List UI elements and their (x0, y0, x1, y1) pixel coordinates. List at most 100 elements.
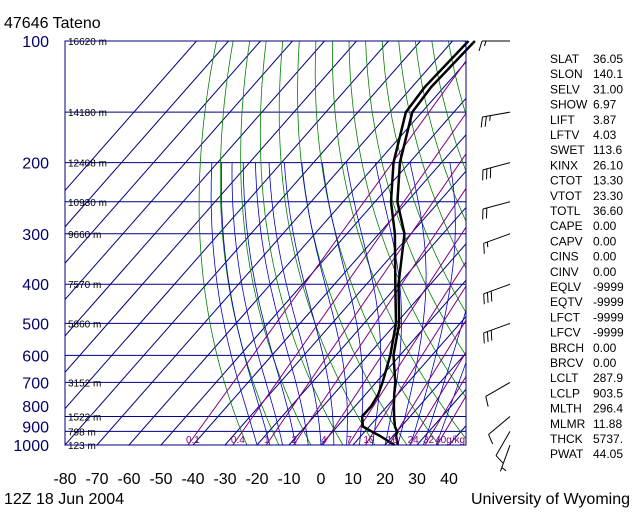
mixing-ratio-label: 1 (264, 435, 270, 446)
pressure-tick-label: 1000 (13, 438, 49, 455)
height-label: 3152 m (68, 378, 101, 389)
index-value: -9999 (593, 280, 624, 294)
moist-adiabat (255, 162, 309, 445)
moist-adiabat (301, 162, 348, 445)
index-value: 36.05 (593, 52, 623, 66)
temperature-tick-label: 10 (344, 471, 362, 488)
isotherm-line (65, 41, 293, 301)
index-value: 296.4 (593, 402, 623, 416)
wind-barb-staff (483, 322, 511, 334)
moist-adiabat (231, 162, 283, 445)
wind-barb (485, 381, 511, 407)
moist-adiabat (321, 162, 364, 445)
height-label: 5860 m (68, 319, 101, 330)
moist-adiabat (210, 162, 258, 445)
temperature-tick-label: 20 (376, 471, 394, 488)
wind-barb-flag (480, 116, 483, 128)
observation-datetime: 12Z 18 Jun 2004 (4, 491, 124, 508)
pressure-tick-label: 600 (22, 348, 49, 365)
moist-adiabat (346, 162, 382, 445)
index-value: 31.00 (593, 82, 623, 96)
wind-barb-flag (478, 40, 483, 52)
mixing-ratio-label: 0.4 (231, 435, 245, 446)
pressure-tick-label: 100 (22, 34, 49, 51)
mixing-ratio-line (364, 285, 466, 445)
temperature-tick-label: -30 (213, 471, 236, 488)
stability-indices: SLAT 36.05 SLON 140.1 SELV 31.00 SHOW 6.97 LIFT 3… (550, 52, 624, 461)
index-name: THCK (550, 432, 583, 446)
wind-barb-staff (499, 444, 511, 472)
index-value: 26.10 (593, 158, 623, 172)
index-name: SELV (550, 82, 580, 96)
height-label: 10930 m (68, 198, 107, 209)
wind-barb (482, 201, 511, 220)
isotherm-line (65, 41, 261, 264)
index-value: 44.05 (593, 447, 623, 461)
temperature-tick-label: -50 (149, 471, 172, 488)
index-value: 36.60 (593, 204, 623, 218)
temperature-tick-label: -40 (181, 471, 204, 488)
isotherm-line (192, 134, 466, 445)
wind-barb-flag (490, 330, 493, 341)
wind-barb-flag (485, 396, 489, 407)
moist-adiabat (268, 162, 322, 445)
moist-adiabat (435, 361, 466, 445)
temperature-tick-label: 40 (440, 471, 458, 488)
index-name: SLON (550, 67, 583, 81)
index-value: 0.00 (593, 219, 617, 233)
pressure-tick-label: 800 (22, 399, 49, 416)
wind-barb (483, 322, 511, 344)
index-value: 0.00 (593, 265, 617, 279)
index-name: LCLP (550, 386, 580, 400)
mixing-ratio-line (232, 112, 466, 445)
index-value: 23.30 (593, 189, 623, 203)
mixing-ratio-label: 24 (408, 435, 420, 446)
dry-adiabat (198, 41, 248, 445)
isotherm-line (65, 41, 389, 410)
index-value: 287.9 (593, 371, 623, 385)
mixing-ratio-label: 0.1 (186, 435, 200, 446)
height-label: 12408 m (68, 159, 107, 170)
temperature-tick-label: -20 (245, 471, 268, 488)
index-name: CINV (550, 265, 579, 279)
index-name: MLMR (550, 417, 586, 431)
temperature-tick-label: -70 (85, 471, 108, 488)
moist-adiabat (423, 308, 466, 445)
index-value: 0.00 (593, 341, 617, 355)
height-label: 7570 m (68, 280, 101, 291)
mixing-ratio-line (293, 187, 466, 445)
plot-grid (65, 41, 466, 445)
wind-barb-flag (488, 434, 494, 445)
index-value: 0.00 (593, 234, 617, 248)
height-label: 798 m (68, 427, 96, 438)
temperature-profile (392, 40, 476, 446)
wind-barb-staff (483, 233, 511, 244)
wind-barb (482, 162, 511, 181)
mixing-ratio-line (322, 226, 466, 445)
mixing-ratio-line (409, 351, 466, 445)
index-name: VTOT (550, 189, 582, 203)
mixing-ratio-label: 2 (292, 435, 298, 446)
height-label: 16620 m (68, 37, 107, 48)
dry-adiabat (381, 41, 466, 314)
pressure-tick-label: 900 (22, 420, 49, 437)
wind-barb-flag (483, 293, 485, 305)
wind-barb (483, 283, 511, 305)
index-name: CTOT (550, 174, 583, 188)
mixing-ratio-line (424, 375, 466, 445)
mixing-ratio-label: 4 (321, 435, 327, 446)
temperature-tick-label: 0 (317, 471, 326, 488)
wind-barb-flag (483, 332, 485, 344)
mixing-ratio-line (347, 261, 466, 445)
dry-adiabat (219, 41, 280, 445)
isotherm-line (128, 61, 466, 445)
moist-adiabat (410, 162, 456, 445)
plot-frame (64, 40, 467, 446)
index-value: 903.5 (593, 386, 623, 400)
wind-barb-flag (483, 243, 485, 254)
temperature-tick-label: -60 (117, 471, 140, 488)
dry-adiabat (240, 41, 312, 445)
wind-barb-staff (495, 431, 511, 456)
isotherm-line (65, 41, 421, 445)
temperature-tick-label: -80 (53, 471, 76, 488)
